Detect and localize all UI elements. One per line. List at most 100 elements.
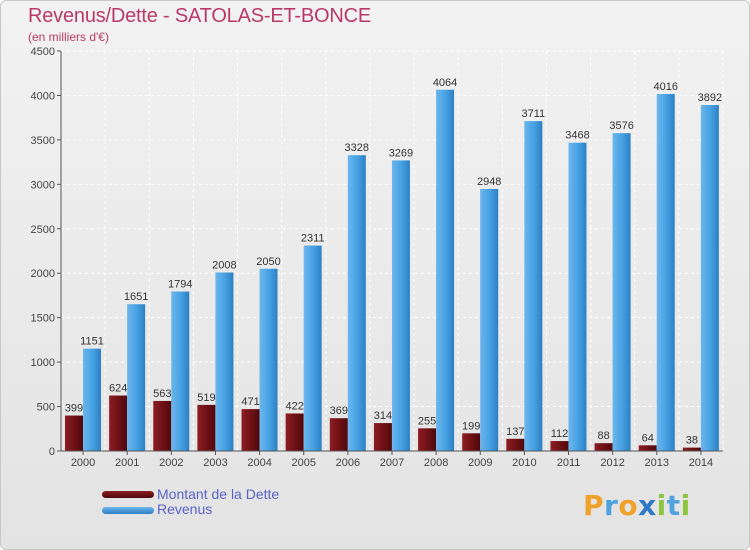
data-label-dette: 38 <box>686 435 698 447</box>
data-label-dette: 112 <box>551 428 569 440</box>
bar-dette <box>506 438 525 451</box>
legend-swatch-dette <box>102 491 154 498</box>
logo-letter: t <box>666 489 681 522</box>
data-label-revenus: 3892 <box>698 92 722 104</box>
bar-dette <box>682 447 701 451</box>
x-tick-label: 2002 <box>159 457 183 469</box>
chart-title: Revenus/Dette - SATOLAS-ET-BONCE <box>28 5 371 27</box>
data-label-dette: 519 <box>197 392 215 404</box>
bar-dette <box>65 415 83 451</box>
data-label-dette: 88 <box>597 430 609 442</box>
data-label-dette: 314 <box>374 410 392 422</box>
data-label-revenus: 2948 <box>477 176 501 188</box>
y-tick-label: 500 <box>37 402 55 414</box>
x-tick-label: 2005 <box>291 457 315 469</box>
bar-dette <box>197 404 216 451</box>
y-tick-label: 2000 <box>31 268 55 280</box>
bar-revenus <box>259 268 278 451</box>
bar-revenus <box>656 94 675 452</box>
data-label-dette: 624 <box>109 383 127 395</box>
y-tick-label: 1000 <box>31 357 55 369</box>
data-label-revenus: 2050 <box>256 256 280 268</box>
chart-subtitle: (en milliers d'€) <box>28 30 109 44</box>
bar-revenus <box>524 121 543 451</box>
bar-revenus <box>700 105 719 452</box>
axes: 0 500 1000 1500 2000 2500 3000 3500 4000 4500 2000… <box>31 46 723 469</box>
y-tick-label: 1500 <box>31 313 55 325</box>
y-tick-label: 0 <box>49 446 55 458</box>
x-tick-label: 2001 <box>115 457 139 469</box>
data-label-dette: 399 <box>65 403 83 415</box>
bar-dette <box>285 413 304 451</box>
bar-dette <box>638 445 657 451</box>
bar-revenus <box>127 304 146 451</box>
x-tick-label: 2007 <box>380 457 404 469</box>
x-tick-label: 2008 <box>424 457 448 469</box>
data-label-revenus: 3468 <box>565 130 589 142</box>
data-label-dette: 137 <box>506 426 524 438</box>
x-tick-label: 2012 <box>600 457 624 469</box>
data-label-revenus: 3711 <box>522 108 546 120</box>
data-label-revenus: 4064 <box>433 77 457 89</box>
bar-dette <box>109 395 128 451</box>
bar-dette <box>241 409 260 451</box>
x-tick-label: 2011 <box>557 457 581 469</box>
bar-revenus <box>83 348 101 451</box>
bar-revenus <box>436 89 455 451</box>
bars <box>65 89 719 452</box>
bar-revenus <box>480 188 499 451</box>
legend-label-dette: Montant de la Dette <box>157 486 280 502</box>
logo-letter: o <box>618 489 639 522</box>
bar-dette <box>550 441 569 451</box>
data-label-revenus: 1651 <box>124 291 148 303</box>
x-tick-label: 2009 <box>468 457 492 469</box>
y-tick-label: 4000 <box>31 90 55 102</box>
bar-revenus <box>215 272 234 451</box>
y-tick-label: 3500 <box>31 135 55 147</box>
data-label-revenus: 3269 <box>389 147 413 159</box>
bar-dette <box>594 443 613 451</box>
x-tick-label: 2003 <box>203 457 227 469</box>
proxiti-logo: Proxiti <box>583 489 691 522</box>
data-label-dette: 199 <box>462 420 480 432</box>
legend-label-revenus: Revenus <box>157 501 213 517</box>
data-label-dette: 369 <box>330 405 348 417</box>
data-label-revenus: 2311 <box>301 233 325 245</box>
data-label-revenus: 3576 <box>609 120 633 132</box>
data-label-dette: 64 <box>642 432 654 444</box>
data-label-revenus: 4016 <box>653 81 677 93</box>
x-tick-label: 2000 <box>71 457 95 469</box>
data-label-revenus: 1794 <box>168 279 192 291</box>
bar-dette <box>373 423 392 451</box>
x-tick-label: 2013 <box>645 457 669 469</box>
data-labels: 399 1151 624 1651 563 1794 519 2008 471 2050 422 23… <box>65 77 722 447</box>
x-tick-label: 2010 <box>512 457 536 469</box>
y-tick-label: 3000 <box>31 179 55 191</box>
logo-letter: x <box>638 489 657 522</box>
x-tick-label: 2006 <box>336 457 360 469</box>
bar-revenus <box>391 160 410 451</box>
bar-dette <box>418 428 437 451</box>
data-label-dette: 471 <box>241 396 259 408</box>
bar-dette <box>153 400 172 451</box>
logo-letter: r <box>604 489 619 522</box>
logo-letter: i <box>656 489 667 522</box>
bar-revenus <box>171 291 190 451</box>
data-label-dette: 563 <box>153 388 171 400</box>
data-label-dette: 255 <box>418 415 436 427</box>
logo-letter: P <box>583 489 605 522</box>
logo-letter: i <box>680 489 691 522</box>
data-label-revenus: 1151 <box>80 336 104 348</box>
x-tick-label: 2004 <box>247 457 271 469</box>
legend-swatch-revenus <box>102 507 154 514</box>
data-label-dette: 422 <box>285 400 303 412</box>
bar-revenus <box>612 133 631 451</box>
bar-revenus <box>347 155 366 451</box>
x-tick-label: 2014 <box>689 457 713 469</box>
y-tick-label: 2500 <box>31 224 55 236</box>
bar-revenus <box>568 142 587 451</box>
bar-revenus <box>303 245 322 451</box>
bar-dette <box>329 418 348 451</box>
